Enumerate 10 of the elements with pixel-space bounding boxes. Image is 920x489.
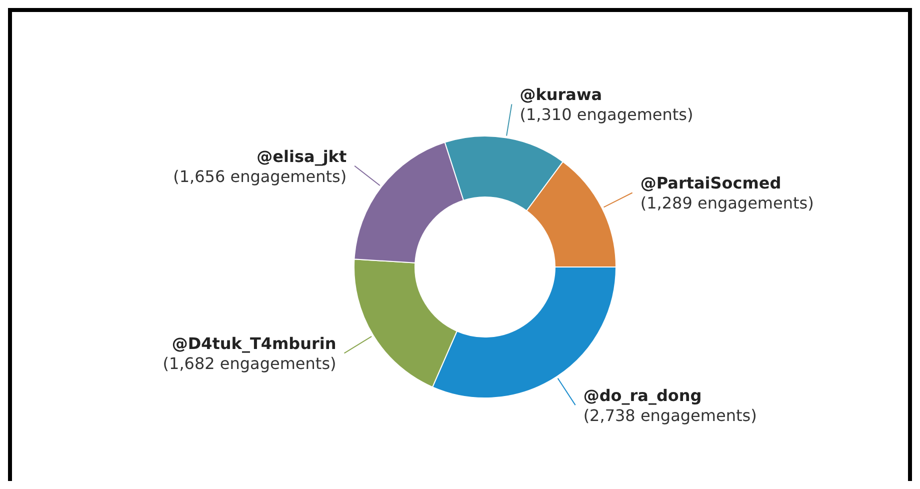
data-label: (2,738 engagements) (583, 406, 757, 426)
slice-label: @D4tuk_T4mburin (172, 334, 336, 354)
slice-label: @do_ra_dong (583, 386, 702, 406)
slice-label: @PartaiSocmed (640, 174, 782, 193)
data-label: (1,682 engagements) (162, 354, 336, 374)
data-label: (1,289 engagements) (640, 194, 814, 213)
slice-label: @elisa_jkt (256, 146, 347, 166)
data-label: (1,310 engagements) (520, 105, 694, 124)
slice-label: @kurawa (520, 85, 602, 104)
data-label: (1,656 engagements) (173, 166, 347, 186)
